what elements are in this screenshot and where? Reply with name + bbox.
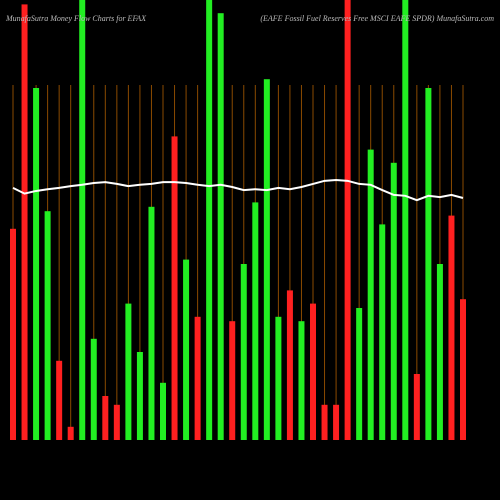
bar xyxy=(136,352,143,440)
bar xyxy=(21,4,28,441)
bar xyxy=(252,202,259,440)
plot-area xyxy=(10,0,466,441)
bar xyxy=(160,382,166,440)
bar xyxy=(33,88,40,440)
bar xyxy=(171,136,178,440)
chart-title: MunafaSutra Money Flow Charts for EFAX xyxy=(5,14,147,23)
bar xyxy=(425,88,432,440)
bar xyxy=(321,404,328,440)
bar xyxy=(356,308,363,440)
bar xyxy=(125,303,132,440)
bar xyxy=(263,79,270,440)
bar xyxy=(113,404,120,440)
bar xyxy=(194,316,201,440)
bar xyxy=(10,228,16,440)
bar xyxy=(148,206,155,440)
bar xyxy=(90,338,97,440)
bar xyxy=(286,290,293,440)
bar xyxy=(240,264,247,440)
bar xyxy=(460,299,466,440)
bar xyxy=(390,162,397,441)
bar xyxy=(217,13,224,440)
bar xyxy=(402,0,409,440)
money-flow-line xyxy=(12,178,464,202)
bar xyxy=(310,303,316,440)
bar xyxy=(206,0,213,440)
bar xyxy=(379,224,386,440)
bar xyxy=(275,316,282,440)
chart-subtitle: (EAFE Fossil Fuel Reserves Free MSCI EAF… xyxy=(260,14,494,23)
bar xyxy=(44,211,51,440)
bar xyxy=(79,0,86,440)
bar xyxy=(67,426,74,440)
bar xyxy=(56,360,63,440)
bar xyxy=(436,264,443,440)
bar xyxy=(298,321,305,440)
bar xyxy=(333,404,340,440)
bar xyxy=(183,259,190,440)
bar xyxy=(229,321,236,440)
bar xyxy=(448,215,455,440)
bar xyxy=(413,374,420,440)
bar xyxy=(367,149,374,440)
bar xyxy=(344,0,351,440)
bar xyxy=(102,396,109,440)
